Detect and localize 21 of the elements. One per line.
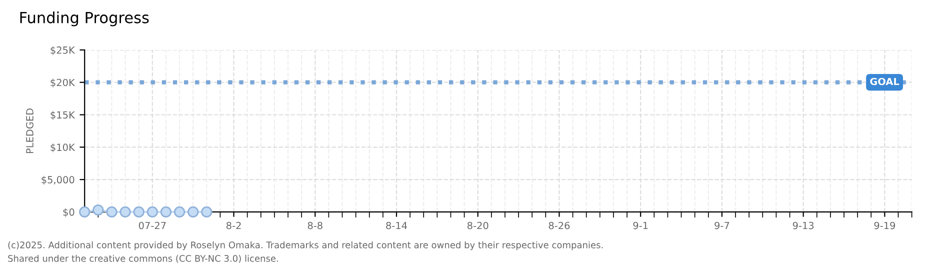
y-tick-label: $25K [50,46,76,56]
chart-title: Funding Progress [20,12,149,26]
ref-line-label: GOAL [870,78,900,86]
x-tick-label: 8-8 [308,222,322,230]
x-tick-label: 8-26 [548,222,570,230]
x-tick-label: 07-27 [138,222,166,230]
y-tick-label: $5,000 [42,176,74,185]
x-tick-label: 9-19 [874,222,896,230]
text: (c)2025. Additional content provided by Roselyn Omaka. Trademarks and related content are owned by their respective companies. [8,241,603,250]
y-tick-label: $20K [50,78,76,88]
y-tick-label: $15K [50,111,76,120]
x-tick-label: 8-20 [467,222,488,230]
y-axis-title: PLEDGED [26,108,34,154]
x-tick-label: 9-7 [714,222,730,230]
x-tick-label: 9-1 [633,222,648,230]
y-tick-label: $10K [50,143,76,152]
text: Shared under the creative commons (CC BY-NC 3.0) license. [8,254,278,263]
x-tick-label: 8-14 [386,222,407,230]
y-tick-label: $0 [63,208,74,218]
x-tick-label: 8-2 [226,222,241,230]
x-tick-label: 9-13 [792,222,814,230]
